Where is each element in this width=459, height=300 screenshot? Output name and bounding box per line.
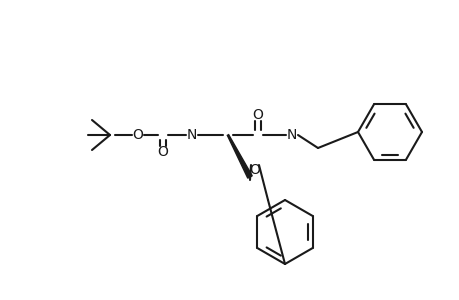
Text: O: O — [249, 163, 260, 177]
Text: O: O — [252, 108, 263, 122]
Text: N: N — [286, 128, 297, 142]
Text: O: O — [157, 145, 168, 159]
Text: N: N — [186, 128, 197, 142]
Polygon shape — [227, 135, 252, 178]
Text: O: O — [132, 128, 143, 142]
